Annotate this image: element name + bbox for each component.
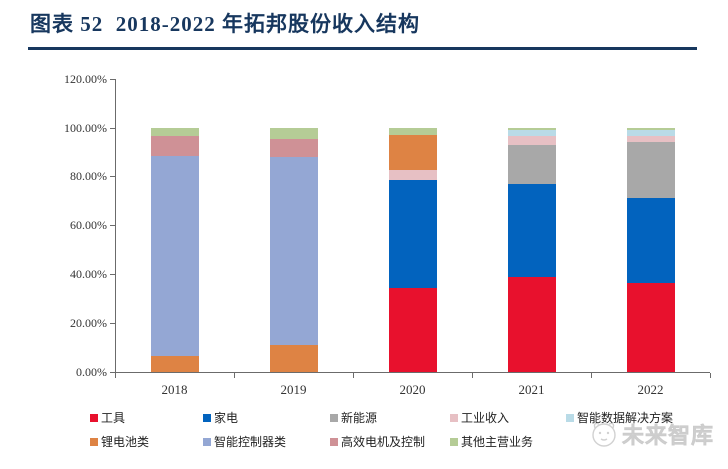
chart-title: 图表 52 2018-2022 年拓邦股份收入结构 (30, 12, 420, 36)
legend-label: 高效电机及控制 (341, 435, 426, 449)
bar-segment-家电 (626, 198, 675, 283)
x-axis-tick (710, 373, 711, 378)
bar-segment-其他主营业务 (150, 127, 199, 137)
legend-label: 锂电池类 (101, 435, 150, 449)
legend-label: 工具 (101, 411, 126, 425)
bar-segment-锂电池类 (150, 356, 199, 372)
y-axis-tick (110, 274, 115, 276)
y-axis-tick (110, 78, 115, 80)
legend-label: 新能源 (341, 411, 378, 425)
y-axis-label: 20.00% (70, 316, 107, 331)
legend-swatch-icon (330, 414, 338, 422)
bar-segment-其他主营业务 (388, 127, 437, 135)
stacked-bar-2019 (269, 127, 318, 372)
x-axis-tick (353, 373, 354, 378)
bar-segment-其他主营业务 (626, 127, 675, 130)
revenue-structure-chart: 未来智库 0.00% 20.00% 40.00% 60.00% 80.00% 100.00… (0, 60, 728, 469)
bar-segment-工具 (507, 277, 556, 372)
x-axis-label: 2019 (280, 382, 307, 397)
y-axis-label: 60.00% (70, 218, 107, 233)
bar-segment-锂电池类 (269, 345, 318, 372)
bar-segment-家电 (507, 183, 556, 278)
bar-segment-家电 (388, 180, 437, 288)
y-axis-label: 0.00% (76, 365, 107, 379)
x-axis-tick (234, 373, 235, 378)
y-axis-label: 40.00% (70, 267, 107, 282)
legend-item-其他主营业务: 其他主营业务 (450, 436, 533, 448)
stacked-bar-2021 (507, 127, 556, 372)
stacked-bar-2022 (626, 127, 675, 372)
legend-swatch-icon (90, 414, 98, 422)
bar-segment-工业收入 (507, 136, 556, 145)
legend-item-工业收入: 工业收入 (450, 412, 509, 424)
y-axis-tick (110, 323, 115, 325)
x-axis-label: 2018 (161, 382, 188, 397)
bar-segment-高效电机及控制 (269, 138, 318, 157)
legend-label: 智能数据解决方案 (577, 411, 674, 425)
stacked-bar-2020 (388, 127, 437, 372)
y-axis-tick (110, 176, 115, 178)
x-axis-tick (115, 373, 116, 378)
legend-label: 其他主营业务 (461, 435, 534, 449)
legend-item-智能数据解决方案: 智能数据解决方案 (566, 412, 673, 424)
legend-item-家电: 家电 (203, 412, 238, 424)
legend-item-工具: 工具 (90, 412, 125, 424)
x-axis-line (115, 372, 710, 373)
legend-swatch-icon (450, 414, 458, 422)
x-axis-tick (591, 373, 592, 378)
legend-item-新能源: 新能源 (330, 412, 377, 424)
bar-segment-工业收入 (626, 136, 675, 143)
y-axis-tick (110, 127, 115, 129)
bar-segment-其他主营业务 (507, 127, 556, 130)
legend-swatch-icon (566, 414, 574, 422)
legend-swatch-icon (450, 438, 458, 446)
bar-segment-新能源 (507, 144, 556, 184)
x-axis-tick (472, 373, 473, 378)
bar-segment-智能控制器类 (269, 156, 318, 346)
bar-segment-锂电池类 (388, 134, 437, 171)
bar-segment-新能源 (626, 142, 675, 199)
bar-segment-工具 (626, 282, 675, 372)
legend-label: 家电 (214, 411, 239, 425)
x-axis-label: 2021 (518, 382, 545, 397)
y-axis-label: 100.00% (64, 120, 107, 135)
y-axis-tick (110, 372, 115, 373)
legend-item-智能控制器类: 智能控制器类 (203, 436, 286, 448)
y-axis-label: 80.00% (70, 169, 107, 184)
legend-swatch-icon (203, 414, 211, 422)
title-divider (28, 47, 697, 50)
y-axis-label: 120.00% (64, 71, 107, 86)
y-axis-line (115, 78, 116, 372)
legend-label: 智能控制器类 (214, 435, 287, 449)
bar-segment-其他主营业务 (269, 127, 318, 139)
legend-swatch-icon (203, 438, 211, 446)
legend-swatch-icon (90, 438, 98, 446)
x-axis-label: 2020 (399, 382, 426, 397)
bar-segment-智能数据解决方案 (626, 129, 675, 137)
legend-item-高效电机及控制: 高效电机及控制 (330, 436, 425, 448)
bar-segment-工业收入 (388, 170, 437, 181)
bar-segment-智能数据解决方案 (507, 129, 556, 137)
bar-segment-工具 (388, 287, 437, 372)
legend-item-锂电池类: 锂电池类 (90, 436, 149, 448)
stacked-bar-2018 (150, 127, 199, 372)
x-axis-label: 2022 (637, 382, 664, 397)
legend-swatch-icon (330, 438, 338, 446)
y-axis-tick (110, 225, 115, 227)
bar-segment-高效电机及控制 (150, 136, 199, 156)
bar-segment-智能控制器类 (150, 155, 199, 357)
legend-label: 工业收入 (461, 411, 510, 425)
